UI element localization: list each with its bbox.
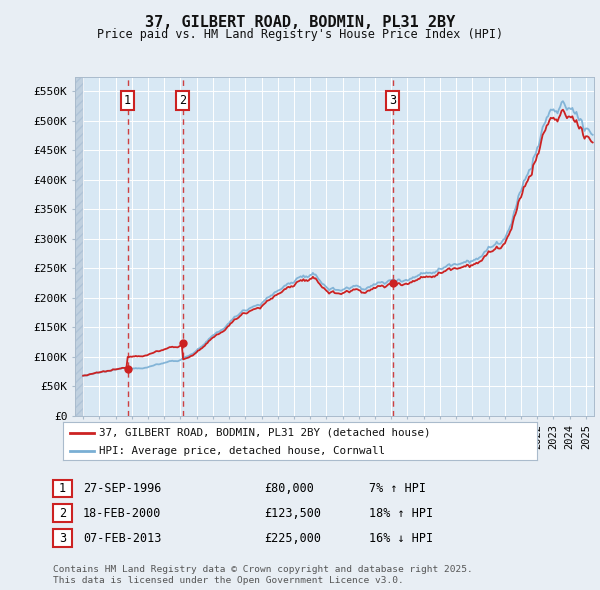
Text: 37, GILBERT ROAD, BODMIN, PL31 2BY: 37, GILBERT ROAD, BODMIN, PL31 2BY <box>145 15 455 30</box>
Text: 18% ↑ HPI: 18% ↑ HPI <box>369 507 433 520</box>
Text: 2: 2 <box>59 507 66 520</box>
Text: 2: 2 <box>179 94 186 107</box>
Text: £80,000: £80,000 <box>264 482 314 495</box>
Text: £123,500: £123,500 <box>264 507 321 520</box>
Text: 27-SEP-1996: 27-SEP-1996 <box>83 482 161 495</box>
Text: Contains HM Land Registry data © Crown copyright and database right 2025.
This d: Contains HM Land Registry data © Crown c… <box>53 565 473 585</box>
Text: 3: 3 <box>389 94 397 107</box>
Text: 37, GILBERT ROAD, BODMIN, PL31 2BY (detached house): 37, GILBERT ROAD, BODMIN, PL31 2BY (deta… <box>98 428 430 438</box>
Text: 16% ↓ HPI: 16% ↓ HPI <box>369 532 433 545</box>
Text: HPI: Average price, detached house, Cornwall: HPI: Average price, detached house, Corn… <box>98 445 385 455</box>
Text: 7% ↑ HPI: 7% ↑ HPI <box>369 482 426 495</box>
Text: £225,000: £225,000 <box>264 532 321 545</box>
Text: 1: 1 <box>124 94 131 107</box>
Text: Price paid vs. HM Land Registry's House Price Index (HPI): Price paid vs. HM Land Registry's House … <box>97 28 503 41</box>
Text: 18-FEB-2000: 18-FEB-2000 <box>83 507 161 520</box>
Text: 07-FEB-2013: 07-FEB-2013 <box>83 532 161 545</box>
Text: 3: 3 <box>59 532 66 545</box>
Bar <box>75 77 83 416</box>
Text: 1: 1 <box>59 482 66 495</box>
